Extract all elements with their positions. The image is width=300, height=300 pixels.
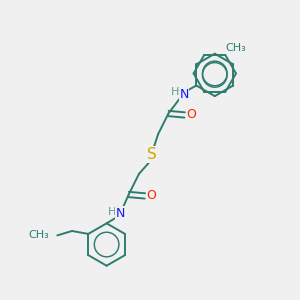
Text: H: H — [171, 87, 179, 97]
Text: O: O — [146, 189, 156, 203]
Text: CH₃: CH₃ — [225, 43, 246, 53]
Text: S: S — [147, 147, 157, 162]
Text: N: N — [179, 88, 189, 101]
Text: N: N — [116, 207, 125, 220]
Text: O: O — [186, 109, 196, 122]
Text: CH₃: CH₃ — [28, 230, 49, 240]
Text: H: H — [107, 206, 116, 217]
